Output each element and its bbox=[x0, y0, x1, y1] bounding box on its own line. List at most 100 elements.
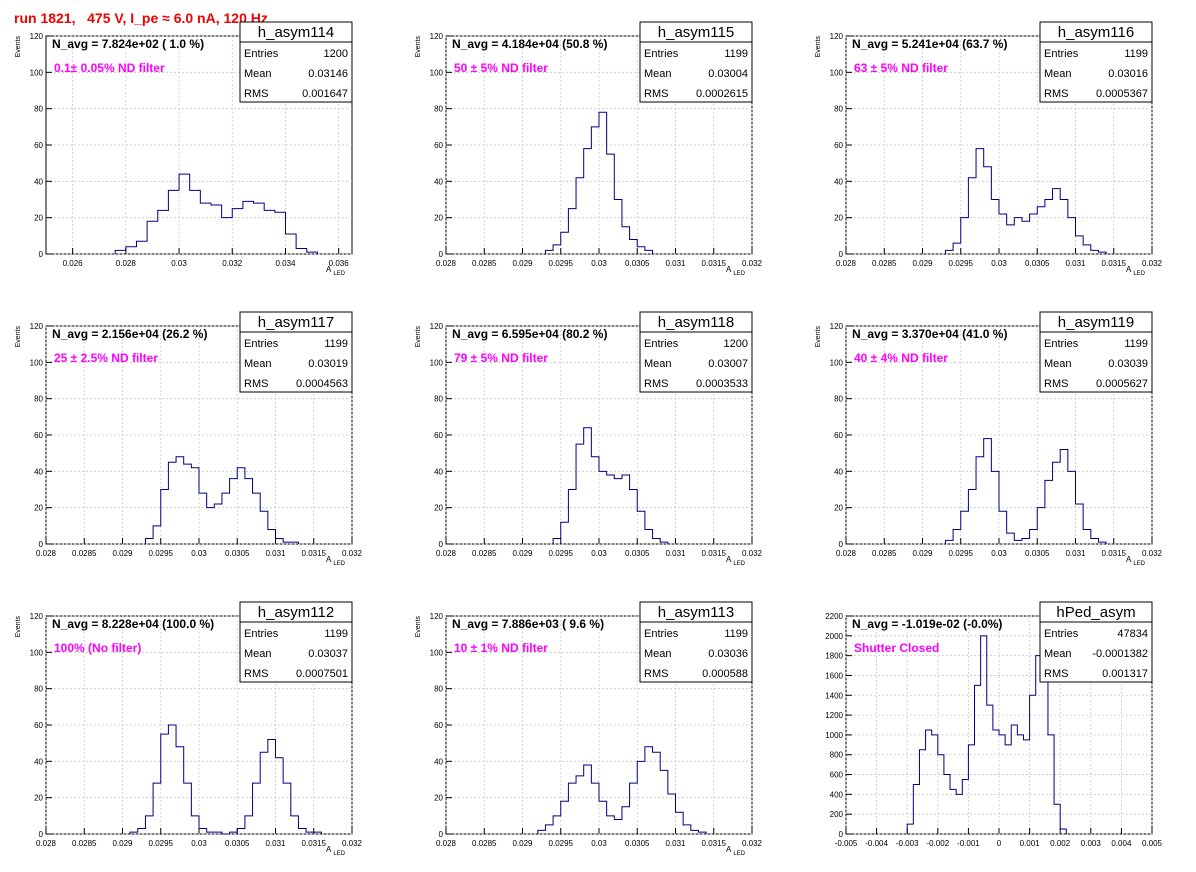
histogram-bin bbox=[645, 250, 653, 254]
histogram-bin bbox=[607, 154, 615, 254]
histogram-name: h_asym113 bbox=[658, 604, 734, 621]
stat-value: -0.0001382 bbox=[1092, 648, 1148, 660]
histogram-bin bbox=[614, 479, 622, 544]
y-tick-label: 80 bbox=[434, 105, 443, 114]
stats-box bbox=[639, 21, 753, 103]
histogram-h_asym113: 0.028 0.0285 0.029 0.0295 0.03 0.0305 0.031 0.0… bbox=[415, 601, 763, 857]
histogram-bin bbox=[622, 227, 630, 254]
histogram-bin bbox=[553, 539, 561, 544]
x-tick-label: 0.03 bbox=[191, 549, 207, 558]
stat-label: Entries bbox=[244, 628, 279, 640]
filter-annotation: Shutter Closed bbox=[854, 641, 939, 655]
histogram-h_asym119: 0.028 0.0285 0.029 0.0295 0.03 0.0305 0.031 0.0… bbox=[815, 311, 1163, 567]
x-tick-label: 0.028 bbox=[36, 839, 57, 848]
histogram-outline bbox=[114, 173, 318, 254]
stats-box bbox=[1039, 21, 1153, 103]
y-tick-label: 80 bbox=[34, 395, 43, 404]
histogram-bin bbox=[576, 178, 584, 254]
stat-value: 47834 bbox=[1117, 628, 1148, 640]
histogram-bin bbox=[538, 830, 546, 834]
filter-annotation: 0.1± 0.05% ND filter bbox=[54, 61, 165, 75]
histogram-bin bbox=[984, 439, 992, 544]
x-tick-label: 0.0315 bbox=[702, 549, 727, 558]
histogram-bin bbox=[932, 735, 938, 834]
x-tick-label: 0.032 bbox=[742, 259, 763, 268]
histogram-bin bbox=[645, 747, 653, 834]
y-tick-label: 100 bbox=[30, 358, 44, 367]
histogram-bin bbox=[176, 457, 184, 544]
y-tick-label: 120 bbox=[430, 612, 444, 621]
stat-label: RMS bbox=[644, 668, 668, 680]
y-tick-label: 0 bbox=[839, 830, 844, 839]
y-tick-label: 60 bbox=[834, 431, 843, 440]
x-tick-label: 0.0305 bbox=[225, 839, 250, 848]
histogram-outline bbox=[944, 438, 1107, 544]
histogram-bin bbox=[1007, 225, 1015, 254]
stat-label: Entries bbox=[644, 338, 679, 350]
y-tick-label: 60 bbox=[834, 141, 843, 150]
histogram-bin bbox=[1068, 218, 1076, 254]
x-tick-label: 0.03 bbox=[591, 259, 607, 268]
histogram-bin bbox=[138, 829, 146, 834]
histogram-bin bbox=[298, 829, 306, 834]
y-tick-label: 120 bbox=[830, 322, 844, 331]
histogram-bin bbox=[919, 750, 925, 834]
histogram-bin bbox=[179, 174, 190, 254]
y-tick-label: 80 bbox=[434, 395, 443, 404]
stat-value: 0.0005627 bbox=[1096, 378, 1148, 390]
histogram-bin bbox=[622, 807, 630, 834]
histogram-bin bbox=[1076, 504, 1084, 544]
y-tick-label: 60 bbox=[434, 431, 443, 440]
histogram-bin bbox=[199, 493, 207, 544]
histogram-bin bbox=[153, 526, 161, 544]
y-tick-label: 0 bbox=[439, 250, 444, 259]
histogram-bin bbox=[653, 539, 661, 544]
x-tick-label: -0.002 bbox=[926, 839, 949, 848]
x-axis-label: A LED bbox=[726, 265, 746, 277]
x-tick-label: 0.0295 bbox=[949, 259, 974, 268]
y-tick-label: 80 bbox=[834, 105, 843, 114]
y-tick-label: 100 bbox=[830, 358, 844, 367]
y-axis-label: Events bbox=[415, 616, 422, 638]
x-tick-label: 0.028 bbox=[436, 839, 457, 848]
y-tick-label: 100 bbox=[30, 68, 44, 77]
histogram-bin bbox=[237, 468, 245, 544]
histogram-bin bbox=[561, 522, 569, 544]
y-tick-label: 2200 bbox=[825, 612, 843, 621]
stat-value: 0.0007501 bbox=[296, 668, 348, 680]
x-tick-label: 0.03 bbox=[991, 259, 1007, 268]
y-tick-label: 40 bbox=[34, 177, 43, 186]
y-tick-label: 60 bbox=[434, 141, 443, 150]
x-tick-label: 0.031 bbox=[265, 549, 286, 558]
stat-value: 0.001317 bbox=[1102, 668, 1148, 680]
histogram-bin bbox=[1005, 745, 1011, 834]
histogram-bin bbox=[296, 249, 307, 254]
histogram-bin bbox=[214, 504, 222, 544]
histogram-bin bbox=[976, 457, 984, 544]
histogram-bin bbox=[956, 794, 962, 834]
histogram-bin bbox=[1022, 221, 1030, 254]
histogram-bin bbox=[136, 241, 147, 254]
y-tick-label: 120 bbox=[430, 32, 444, 41]
histogram-bin bbox=[147, 221, 158, 254]
stat-value: 0.0003533 bbox=[696, 378, 748, 390]
stats-box bbox=[1039, 601, 1153, 683]
x-tick-label: 0.0295 bbox=[549, 839, 574, 848]
x-tick-label: -0.005 bbox=[835, 839, 858, 848]
histogram-bin bbox=[607, 816, 615, 834]
histogram-bin bbox=[260, 511, 268, 544]
histogram-bin bbox=[561, 801, 569, 834]
histogram-bin bbox=[668, 794, 676, 834]
y-tick-label: 80 bbox=[34, 105, 43, 114]
histogram-bin bbox=[268, 740, 276, 834]
x-tick-label: 0.001 bbox=[1020, 839, 1041, 848]
histogram-bin bbox=[614, 819, 622, 834]
y-tick-label: 1400 bbox=[825, 691, 843, 700]
stat-label: Mean bbox=[644, 68, 672, 80]
x-tick-label: 0.0315 bbox=[702, 839, 727, 848]
histogram-bin bbox=[645, 529, 653, 544]
histogram-bin bbox=[245, 816, 253, 834]
stat-label: RMS bbox=[644, 378, 668, 390]
histogram-bin bbox=[1017, 735, 1023, 834]
x-tick-label: 0.029 bbox=[512, 259, 533, 268]
